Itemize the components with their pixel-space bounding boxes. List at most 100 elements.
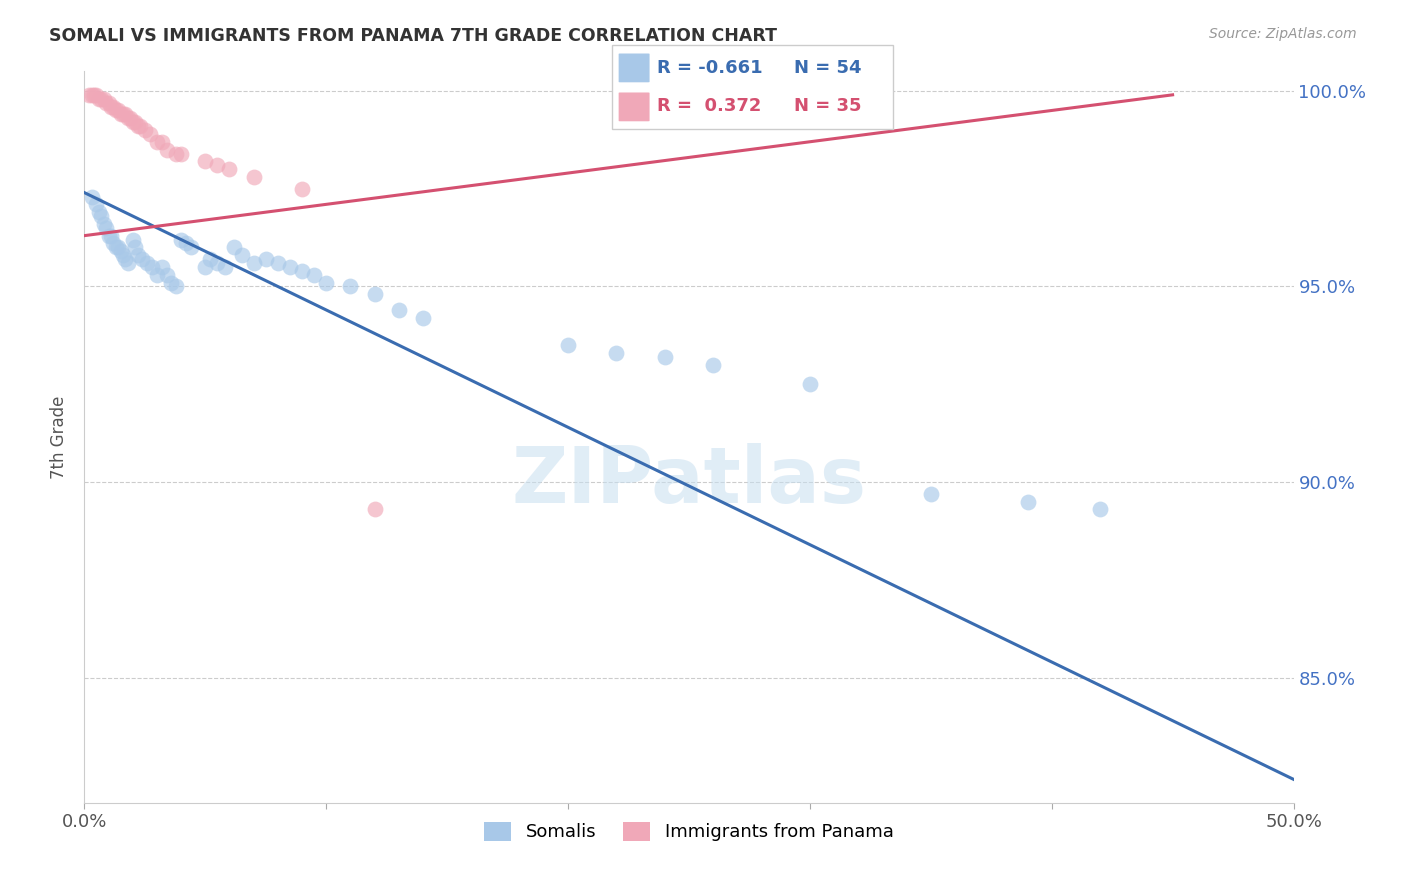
Point: [146, 268, 169, 282]
Point: [160, 276, 183, 290]
Point: [121, 233, 143, 247]
Point: [104, 240, 127, 254]
Text: N = 35: N = 35: [794, 97, 862, 115]
Point: [412, 310, 434, 325]
Text: Source: ZipAtlas.com: Source: ZipAtlas.com: [1209, 27, 1357, 41]
Text: R =  0.372: R = 0.372: [657, 97, 761, 115]
Point: [165, 279, 187, 293]
Point: [605, 346, 627, 360]
Point: [107, 240, 129, 254]
Point: [224, 240, 246, 254]
Point: [103, 99, 125, 113]
Point: [198, 252, 221, 266]
Point: [117, 112, 139, 126]
Point: [80, 87, 103, 102]
Point: [94, 95, 117, 110]
Point: [110, 107, 132, 121]
Point: [117, 256, 139, 270]
Point: [207, 158, 229, 172]
Point: [131, 252, 153, 266]
FancyBboxPatch shape: [619, 54, 650, 82]
Point: [124, 115, 146, 129]
Point: [174, 236, 197, 251]
Point: [557, 338, 579, 352]
Point: [114, 252, 136, 266]
Point: [920, 487, 942, 501]
Point: [129, 119, 152, 133]
Point: [170, 233, 193, 247]
Point: [1017, 494, 1039, 508]
Point: [90, 92, 112, 106]
Point: [194, 260, 217, 274]
Point: [121, 115, 143, 129]
Point: [97, 95, 120, 110]
Point: [114, 107, 136, 121]
Point: [291, 182, 314, 196]
Point: [194, 154, 217, 169]
Point: [87, 92, 110, 106]
Point: [155, 268, 177, 282]
Point: [104, 103, 127, 118]
Point: [214, 260, 236, 274]
Point: [388, 302, 411, 317]
Point: [254, 252, 277, 266]
Point: [278, 260, 301, 274]
Point: [363, 287, 385, 301]
Point: [134, 123, 156, 137]
Point: [93, 217, 115, 231]
Point: [231, 248, 253, 262]
Point: [654, 350, 676, 364]
Point: [86, 87, 108, 102]
Point: [112, 248, 135, 262]
Point: [146, 135, 169, 149]
FancyBboxPatch shape: [612, 45, 893, 129]
Point: [242, 169, 264, 184]
FancyBboxPatch shape: [619, 93, 650, 121]
Point: [150, 260, 173, 274]
Point: [120, 112, 142, 126]
Point: [702, 358, 724, 372]
Point: [141, 260, 163, 274]
Point: [315, 276, 337, 290]
Point: [291, 264, 314, 278]
Point: [112, 107, 135, 121]
Point: [80, 189, 103, 203]
Point: [86, 197, 108, 211]
Point: [1088, 502, 1111, 516]
Point: [150, 135, 173, 149]
Point: [83, 87, 105, 102]
Point: [363, 502, 385, 516]
Point: [107, 103, 129, 118]
Text: ZIPatlas: ZIPatlas: [512, 443, 866, 519]
Point: [165, 146, 187, 161]
Legend: Somalis, Immigrants from Panama: Somalis, Immigrants from Panama: [477, 814, 901, 848]
Point: [136, 256, 159, 270]
Point: [218, 162, 240, 177]
Point: [799, 377, 821, 392]
Point: [93, 92, 115, 106]
Point: [138, 127, 160, 141]
Text: N = 54: N = 54: [794, 60, 862, 78]
Point: [339, 279, 361, 293]
Point: [302, 268, 325, 282]
Point: [110, 244, 132, 259]
Point: [77, 87, 100, 102]
Point: [242, 256, 264, 270]
Point: [155, 143, 177, 157]
Point: [170, 146, 193, 161]
Y-axis label: 7th Grade: 7th Grade: [51, 395, 69, 479]
Text: R = -0.661: R = -0.661: [657, 60, 762, 78]
Point: [127, 119, 149, 133]
Point: [100, 99, 122, 113]
Point: [127, 248, 149, 262]
Point: [94, 220, 117, 235]
Point: [100, 228, 122, 243]
Point: [90, 209, 112, 223]
Text: SOMALI VS IMMIGRANTS FROM PANAMA 7TH GRADE CORRELATION CHART: SOMALI VS IMMIGRANTS FROM PANAMA 7TH GRA…: [49, 27, 778, 45]
Point: [97, 228, 120, 243]
Point: [267, 256, 290, 270]
Point: [124, 240, 146, 254]
Point: [103, 236, 125, 251]
Point: [87, 205, 110, 219]
Point: [180, 240, 202, 254]
